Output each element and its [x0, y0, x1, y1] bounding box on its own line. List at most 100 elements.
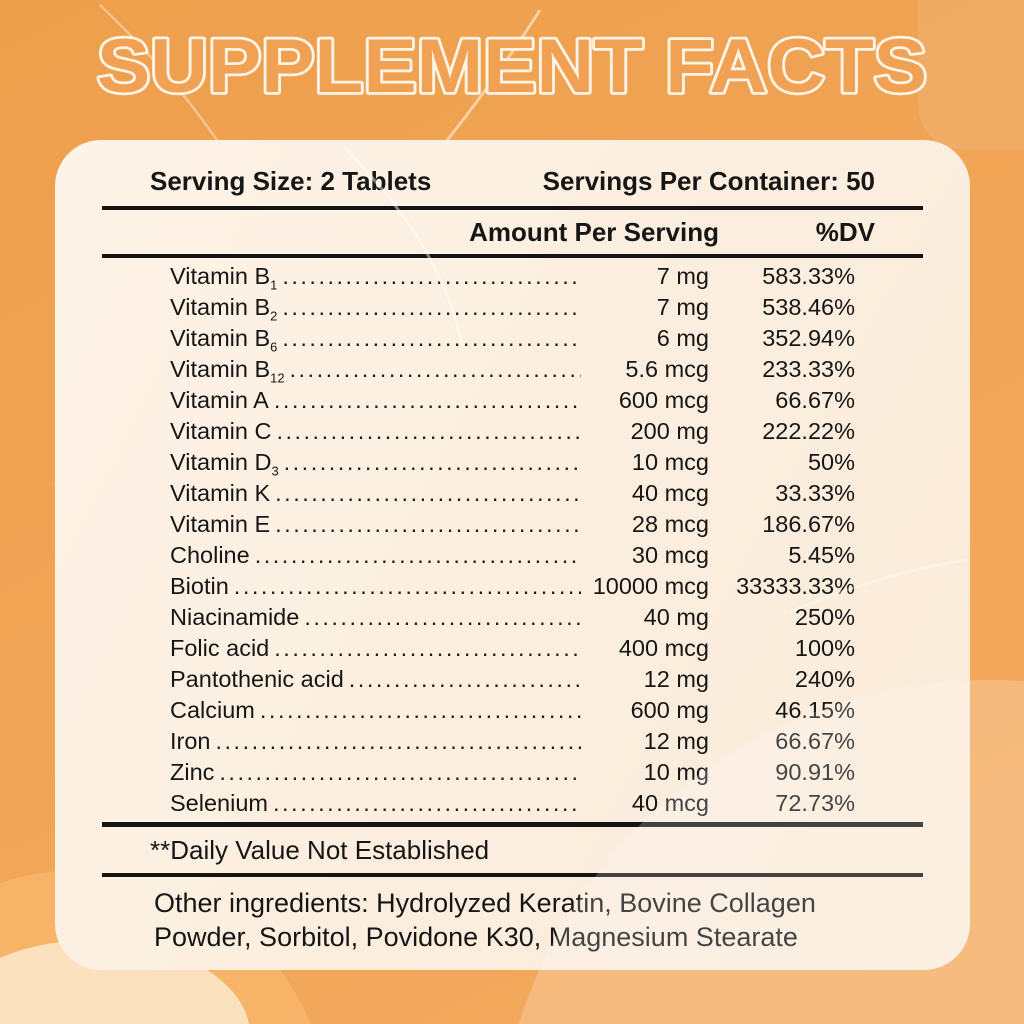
nutrient-amount: 400 mcg	[618, 635, 709, 661]
nutrient-amount: 7 mg	[656, 263, 709, 289]
table-row: Vitamin C 200 mg 222.22%	[170, 416, 855, 447]
nutrient-amount: 28 mcg	[631, 511, 709, 537]
dot-leader	[284, 447, 581, 478]
nutrient-amount: 10000 mcg	[592, 573, 709, 599]
table-row: Calcium 600 mg 46.15%	[170, 695, 855, 726]
nutrient-name: Choline	[170, 542, 250, 568]
column-header-row: Amount Per Serving %DV	[102, 210, 923, 254]
table-row: Zinc 10 mg 90.91%	[170, 757, 855, 788]
servings-per-container-label: Servings Per Container: 50	[542, 166, 875, 196]
nutrient-subscript: 6	[270, 339, 278, 355]
table-row: Vitamin B12 5.6 mcg 233.33%	[170, 354, 855, 385]
nutrient-amount: 40 mcg	[631, 480, 709, 506]
table-row: Choline 30 mcg 5.45%	[170, 540, 855, 571]
nutrient-subscript: 2	[270, 308, 278, 324]
nutrient-name: Iron	[170, 728, 211, 754]
divider-line-thick	[102, 822, 923, 827]
nutrient-dv: 100%	[794, 635, 855, 661]
nutrient-dv: 66.67%	[775, 387, 855, 413]
nutrient-dv: 72.73%	[775, 790, 855, 816]
table-row: Vitamin E 28 mcg 186.67%	[170, 509, 855, 540]
serving-info-row: Serving Size: 2 Tablets Servings Per Con…	[102, 156, 923, 206]
table-row: Selenium 40 mcg 72.73%	[170, 788, 855, 819]
nutrient-name: Biotin	[170, 573, 229, 599]
dot-leader	[274, 633, 581, 664]
nutrient-name: Vitamin D3	[170, 449, 279, 479]
nutrient-dv: 66.67%	[775, 728, 855, 754]
dot-leader	[273, 788, 581, 819]
table-row: Pantothenic acid 12 mg 240%	[170, 664, 855, 695]
nutrient-subscript: 1	[270, 277, 278, 293]
daily-value-footnote: **Daily Value Not Established	[150, 835, 490, 865]
dot-leader	[282, 292, 581, 323]
other-ingredients-text: Other ingredients: Hydrolyzed Keratin, B…	[154, 888, 816, 952]
nutrient-name: Vitamin B2	[170, 294, 278, 324]
nutrient-amount: 7 mg	[656, 294, 709, 320]
dot-leader	[275, 509, 581, 540]
nutrient-dv: 5.45%	[788, 542, 855, 568]
table-row: Vitamin B2 7 mg 538.46%	[170, 292, 855, 323]
table-row: Niacinamide 40 mg 250%	[170, 602, 855, 633]
nutrient-name: Vitamin A	[170, 387, 269, 413]
nutrient-name: Folic acid	[170, 635, 270, 661]
nutrient-dv: 90.91%	[775, 759, 855, 785]
nutrient-subscript: 12	[270, 370, 285, 386]
nutrient-amount: 600 mg	[630, 697, 709, 723]
nutrient-name: Niacinamide	[170, 604, 300, 630]
nutrient-amount: 40 mg	[643, 604, 709, 630]
nutrient-name: Vitamin B1	[170, 263, 278, 293]
dot-leader	[216, 726, 582, 757]
nutrient-name: Calcium	[170, 697, 255, 723]
nutrient-amount: 6 mg	[656, 325, 709, 351]
nutrient-dv: 233.33%	[762, 356, 855, 382]
nutrient-amount: 10 mg	[643, 759, 709, 785]
nutrient-dv: 222.22%	[762, 418, 855, 444]
table-row: Vitamin A 600 mcg 66.67%	[170, 385, 855, 416]
table-row: Biotin 10000 mcg 33333.33%	[170, 571, 855, 602]
nutrient-name: Vitamin B12	[170, 356, 285, 386]
facts-rows: Vitamin B1 7 mg 583.33% Vitamin B2 7 mg …	[102, 258, 923, 822]
nutrient-name: Vitamin K	[170, 480, 271, 506]
dot-leader	[260, 695, 581, 726]
nutrient-dv: 250%	[794, 604, 855, 630]
nutrient-dv: 186.67%	[762, 511, 855, 537]
page-title: SUPPLEMENT FACTS	[0, 20, 1024, 112]
nutrient-name: Vitamin E	[170, 511, 271, 537]
nutrient-dv: 33.33%	[775, 480, 855, 506]
table-row: Folic acid 400 mcg 100%	[170, 633, 855, 664]
nutrient-name: Zinc	[170, 759, 215, 785]
title-text: SUPPLEMENT FACTS	[97, 24, 927, 109]
table-row: Vitamin B6 6 mg 352.94%	[170, 323, 855, 354]
nutrient-dv: 583.33%	[762, 263, 855, 289]
dot-leader	[234, 571, 581, 602]
nutrient-amount: 12 mg	[643, 666, 709, 692]
nutrient-dv: 352.94%	[762, 325, 855, 351]
serving-size-label: Serving Size: 2 Tablets	[150, 166, 432, 196]
dot-leader	[282, 261, 581, 292]
nutrient-name: Pantothenic acid	[170, 666, 344, 692]
dot-leader	[276, 416, 581, 447]
table-row: Vitamin B1 7 mg 583.33%	[170, 261, 855, 292]
nutrient-amount: 10 mcg	[631, 449, 709, 475]
dot-leader	[275, 478, 581, 509]
table-row: Vitamin D3 10 mcg 50%	[170, 447, 855, 478]
nutrient-dv: 50%	[807, 449, 855, 475]
nutrient-amount: 600 mcg	[618, 387, 709, 413]
table-row: Vitamin K 40 mcg 33.33%	[170, 478, 855, 509]
nutrient-name: Vitamin B6	[170, 325, 278, 355]
table-row: Iron 12 mg 66.67%	[170, 726, 855, 757]
nutrient-name: Selenium	[170, 790, 268, 816]
dot-leader	[290, 354, 582, 385]
nutrient-dv: 240%	[794, 666, 855, 692]
title-graphic: SUPPLEMENT FACTS	[94, 21, 930, 112]
percent-dv-header: %DV	[815, 217, 875, 247]
dot-leader	[349, 664, 581, 695]
nutrient-amount: 12 mg	[643, 728, 709, 754]
nutrient-amount: 5.6 mcg	[625, 356, 709, 382]
dot-leader	[282, 323, 581, 354]
nutrient-amount: 200 mg	[630, 418, 709, 444]
dot-leader	[219, 757, 581, 788]
dot-leader	[255, 540, 581, 571]
divider-line	[102, 873, 923, 877]
